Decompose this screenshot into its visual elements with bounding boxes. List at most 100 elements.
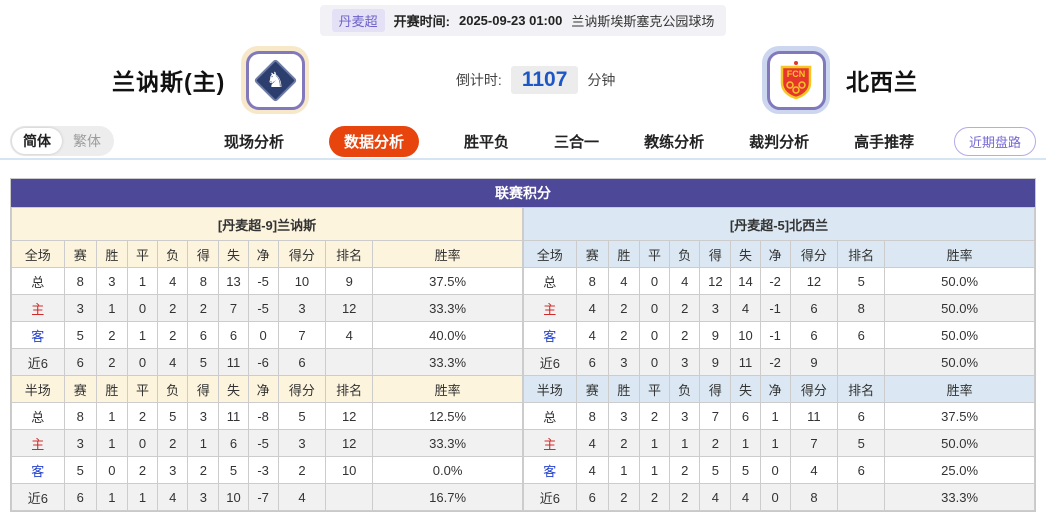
column-header-row: 全场赛胜平负得失净得分 排名 胜率	[11, 240, 523, 268]
stat-cell: 37.5%	[884, 402, 1035, 430]
tab-高手推荐[interactable]: 高手推荐	[854, 133, 915, 151]
tab-胜平负[interactable]: 胜平负	[464, 133, 510, 151]
row-label: 总	[523, 402, 577, 430]
column-header: 胜	[95, 240, 128, 268]
stat-cell: 6	[789, 294, 839, 322]
table-row: 客 4 1 1 2 5 5 0 4 6 25.0%	[523, 456, 1035, 484]
column-header-row: 半场赛胜平负得失净得分 排名 胜率	[11, 375, 523, 403]
table-row: 客 5 2 1 2 6 6 0 7 4 40.0%	[11, 321, 523, 349]
stat-cell: 2	[669, 456, 701, 484]
column-header: 平	[126, 375, 159, 403]
kickoff-time: 2025-09-23 01:00	[458, 13, 563, 28]
stat-cell: 6	[837, 402, 886, 430]
stat-cell: 6	[789, 321, 839, 349]
stat-cell: 2	[126, 402, 159, 430]
column-header: 排名	[837, 375, 886, 403]
match-header: 兰讷斯(主) ♞ 倒计时: 1107 分钟 FCN	[0, 36, 1046, 124]
away-team-name: 北西兰	[846, 69, 918, 95]
table-row: 主 4 2 0 2 3 4 -1 6 8 50.0%	[523, 294, 1035, 322]
table-row: 客 5 0 2 3 2 5 -3 2 10 0.0%	[11, 456, 523, 484]
stat-cell: 2	[126, 456, 159, 484]
stat-cell: 0	[95, 456, 128, 484]
stat-cell: 50.0%	[884, 267, 1035, 295]
stat-cell: 33.3%	[372, 429, 523, 457]
stat-cell: 1	[638, 456, 671, 484]
stat-cell: 5	[730, 456, 761, 484]
table-row: 近6 6 1 1 4 3 10 -7 4 16.7%	[11, 483, 523, 511]
stat-cell: 1	[187, 429, 220, 457]
column-header-row: 半场赛胜平负得失净得分 排名 胜率	[523, 375, 1035, 403]
column-header: 排名	[325, 375, 374, 403]
tab-教练分析[interactable]: 教练分析	[644, 133, 705, 151]
tab-bar: 简体 繁体 现场分析 数据分析 胜平负 三合一 教练分析 裁判分析 高手推荐 近期盘路	[0, 124, 1046, 160]
lang-simplified-button[interactable]: 简体	[12, 128, 62, 154]
home-team: 兰讷斯(主) ♞	[112, 46, 310, 114]
stat-cell: 2	[699, 429, 732, 457]
table-row: 主 3 1 0 2 1 6 -5 3 12 33.3%	[11, 429, 523, 457]
league-badge[interactable]: 丹麦超	[331, 9, 385, 32]
countdown-label: 倒计时:	[455, 72, 502, 88]
row-label: 总	[11, 267, 65, 295]
tab-现场分析[interactable]: 现场分析	[224, 133, 285, 151]
column-header: 胜	[95, 375, 128, 403]
stat-cell: 7	[789, 429, 839, 457]
stat-cell: 6	[837, 321, 886, 349]
recent-trend-button[interactable]: 近期盘路	[953, 126, 1036, 156]
away-halftime-stats: 半场赛胜平负得失净得分 排名 胜率总 8 3 2 3 7 6 1 11 6 37.5% 主 4 2 1 1 2 1 1 7…	[523, 375, 1035, 511]
stat-cell: 6	[837, 456, 886, 484]
stat-cell: 5	[63, 321, 97, 349]
stat-cell: 50.0%	[884, 321, 1035, 349]
league-points-section: 联赛积分 [丹麦超-9]兰讷斯 全场赛胜平负得失净得分 排名 胜率总 8 3 1 4 8 13-…	[10, 178, 1036, 512]
stat-cell: -5	[247, 267, 279, 295]
stat-cell: 6	[730, 402, 761, 430]
stat-cell: 1	[95, 483, 128, 511]
stat-cell: 8	[187, 267, 220, 295]
stat-cell: 6	[575, 483, 609, 511]
tab-裁判分析[interactable]: 裁判分析	[749, 133, 810, 151]
stat-cell: 5	[837, 429, 886, 457]
tab-数据分析[interactable]: 数据分析	[329, 125, 420, 157]
stat-cell: 2	[669, 483, 701, 511]
stat-cell: 8	[63, 267, 97, 295]
stat-cell: 7	[218, 294, 249, 322]
stat-cell: 1	[759, 429, 791, 457]
stat-cell: 2	[607, 429, 640, 457]
stat-cell: 2	[187, 456, 220, 484]
column-header: 胜	[607, 375, 640, 403]
row-label: 总	[523, 267, 577, 295]
stat-cell: 11	[789, 402, 839, 430]
row-label: 客	[523, 321, 577, 349]
stat-cell: 0	[638, 294, 671, 322]
stat-cell: 0.0%	[372, 456, 523, 484]
stat-cell: 3	[95, 267, 128, 295]
stat-cell	[837, 348, 886, 376]
column-header: 得	[187, 375, 220, 403]
stat-cell: 2	[607, 321, 640, 349]
stat-cell: 4	[699, 483, 732, 511]
stat-cell: 12	[325, 402, 374, 430]
stat-cell: 9	[699, 321, 732, 349]
column-header: 负	[669, 240, 701, 268]
stat-cell: 6	[277, 348, 327, 376]
stat-cell: 1	[95, 402, 128, 430]
home-logo-frame: ♞	[245, 50, 305, 110]
row-label: 近6	[11, 483, 65, 511]
stat-cell: -2	[759, 267, 791, 295]
stat-cell: 4	[789, 456, 839, 484]
stat-cell: 12.5%	[372, 402, 523, 430]
tab-三合一[interactable]: 三合一	[554, 133, 600, 151]
stat-cell: 9	[699, 348, 732, 376]
stat-cell: 3	[277, 294, 327, 322]
stat-cell: 0	[759, 483, 791, 511]
top-bar: 丹麦超 开赛时间: 2025-09-23 01:00 兰讷斯埃斯塞克公园球场	[0, 0, 1046, 36]
lang-traditional-button[interactable]: 繁体	[73, 133, 101, 149]
away-fulltime-stats: 全场赛胜平负得失净得分 排名 胜率总 8 4 0 4 12 14 -2 12 5 50.0% 主 4 2 0 2 3…	[523, 240, 1035, 376]
stat-cell: 4	[325, 321, 374, 349]
column-header: 得	[699, 375, 732, 403]
stat-cell: 4	[730, 483, 761, 511]
column-header: 排名	[837, 240, 886, 268]
stat-cell: 2	[157, 294, 189, 322]
column-header-row: 全场赛胜平负得失净得分 排名 胜率	[523, 240, 1035, 268]
stat-cell: 5	[699, 456, 732, 484]
column-header: 负	[157, 375, 189, 403]
